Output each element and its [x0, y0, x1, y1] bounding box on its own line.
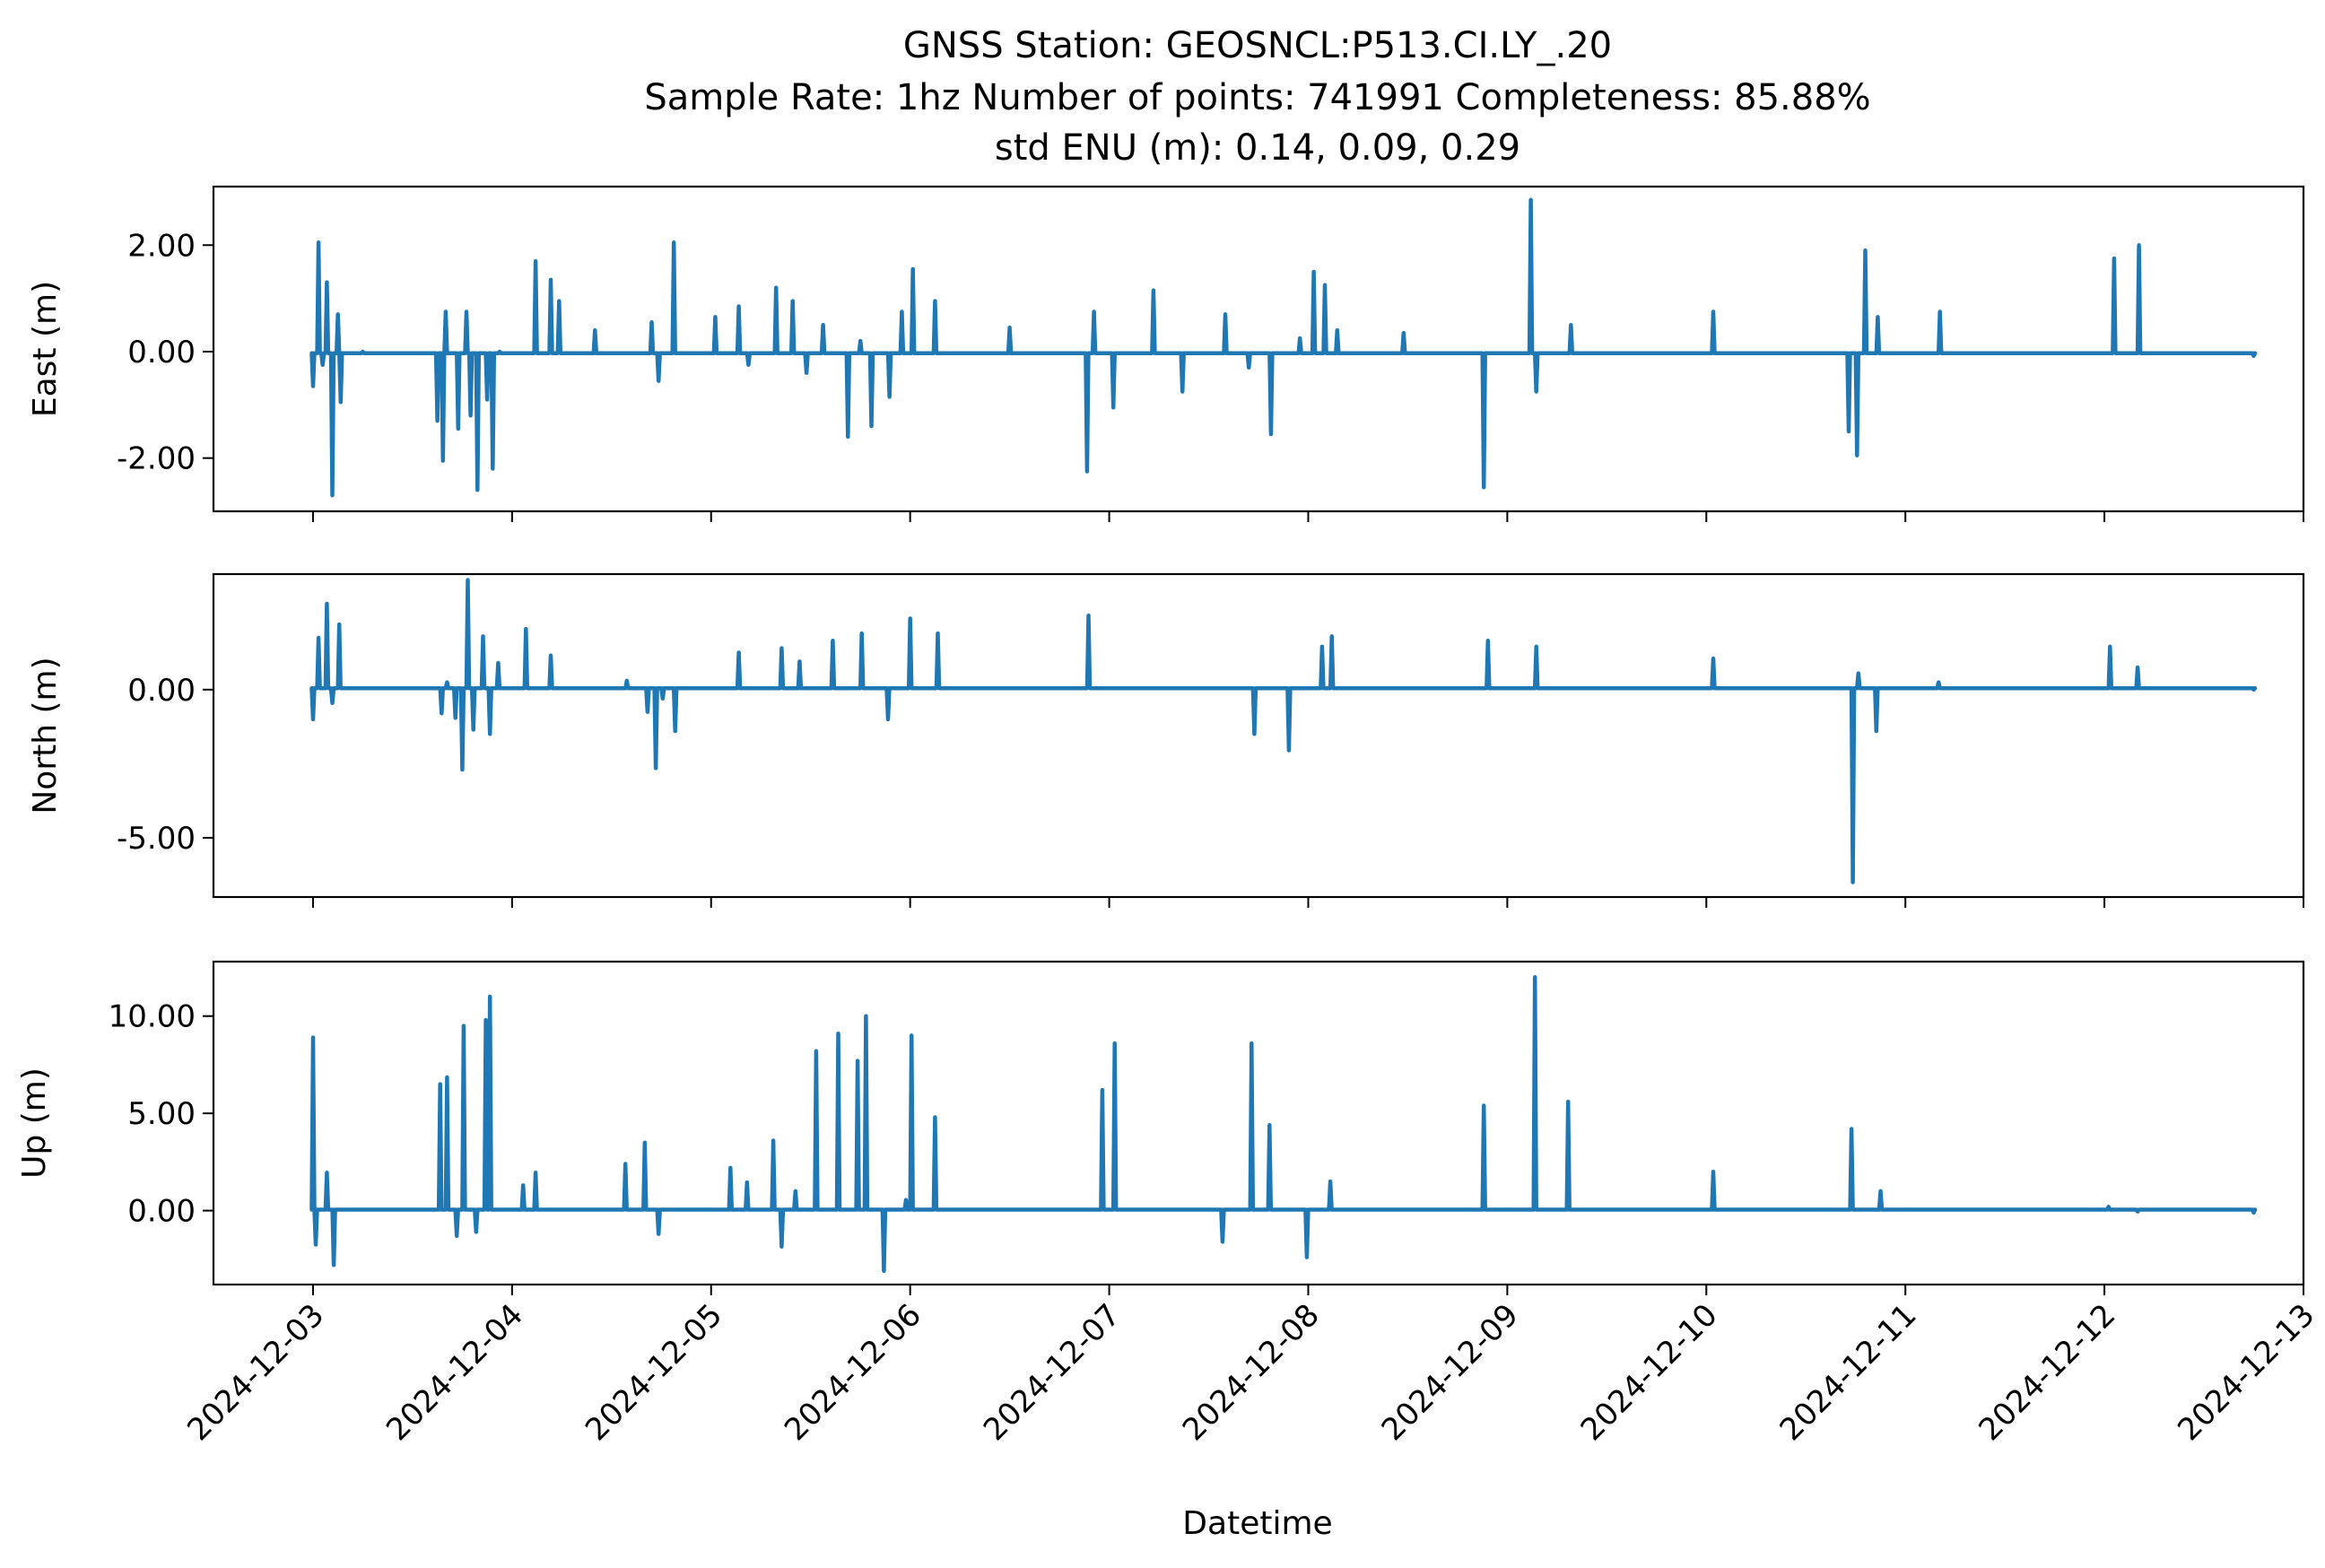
figure-title-line-2: Sample Rate: 1hz Number of points: 74199… — [644, 77, 1870, 118]
north-m-y-axis-label: North (m) — [27, 657, 64, 814]
up-m-y-tick-label: 5.00 — [127, 1096, 196, 1132]
up-m-y-tick-label: 0.00 — [127, 1194, 196, 1230]
east-m-axes-frame — [212, 185, 2305, 513]
east-m-y-tick-label: 0.00 — [127, 335, 196, 370]
north-m-axes-frame — [212, 572, 2305, 899]
up-m-y-axis-label: Up (m) — [16, 1067, 53, 1179]
up-m-y-tick-label: 10.00 — [109, 999, 196, 1035]
north-panel: -5.00 0.00 North (m) — [27, 572, 2305, 908]
north-m-y-tick-label: -5.00 — [117, 821, 196, 857]
x-axis-label: Datetime — [1182, 1505, 1332, 1542]
east-panel: -2.00 0.00 2.00 East (m) — [27, 185, 2305, 522]
up-m-axes-frame — [212, 960, 2305, 1286]
figure-title-line-3: std ENU (m): 0.14, 0.09, 0.29 — [995, 127, 1520, 169]
up-m-series-line — [309, 975, 2258, 1274]
north-m-y-tick-label: 0.00 — [127, 673, 196, 709]
east-m-y-tick-label: 2.00 — [127, 228, 196, 264]
east-m-y-axis-label: East (m) — [27, 281, 64, 417]
north-m-series-line — [309, 578, 2258, 884]
east-m-series-line — [309, 197, 2258, 498]
figure-title-line-1: GNSS Station: GEOSNCL:P513.CI.LY_.20 — [903, 25, 1612, 66]
east-m-y-tick-label: -2.00 — [117, 441, 196, 477]
